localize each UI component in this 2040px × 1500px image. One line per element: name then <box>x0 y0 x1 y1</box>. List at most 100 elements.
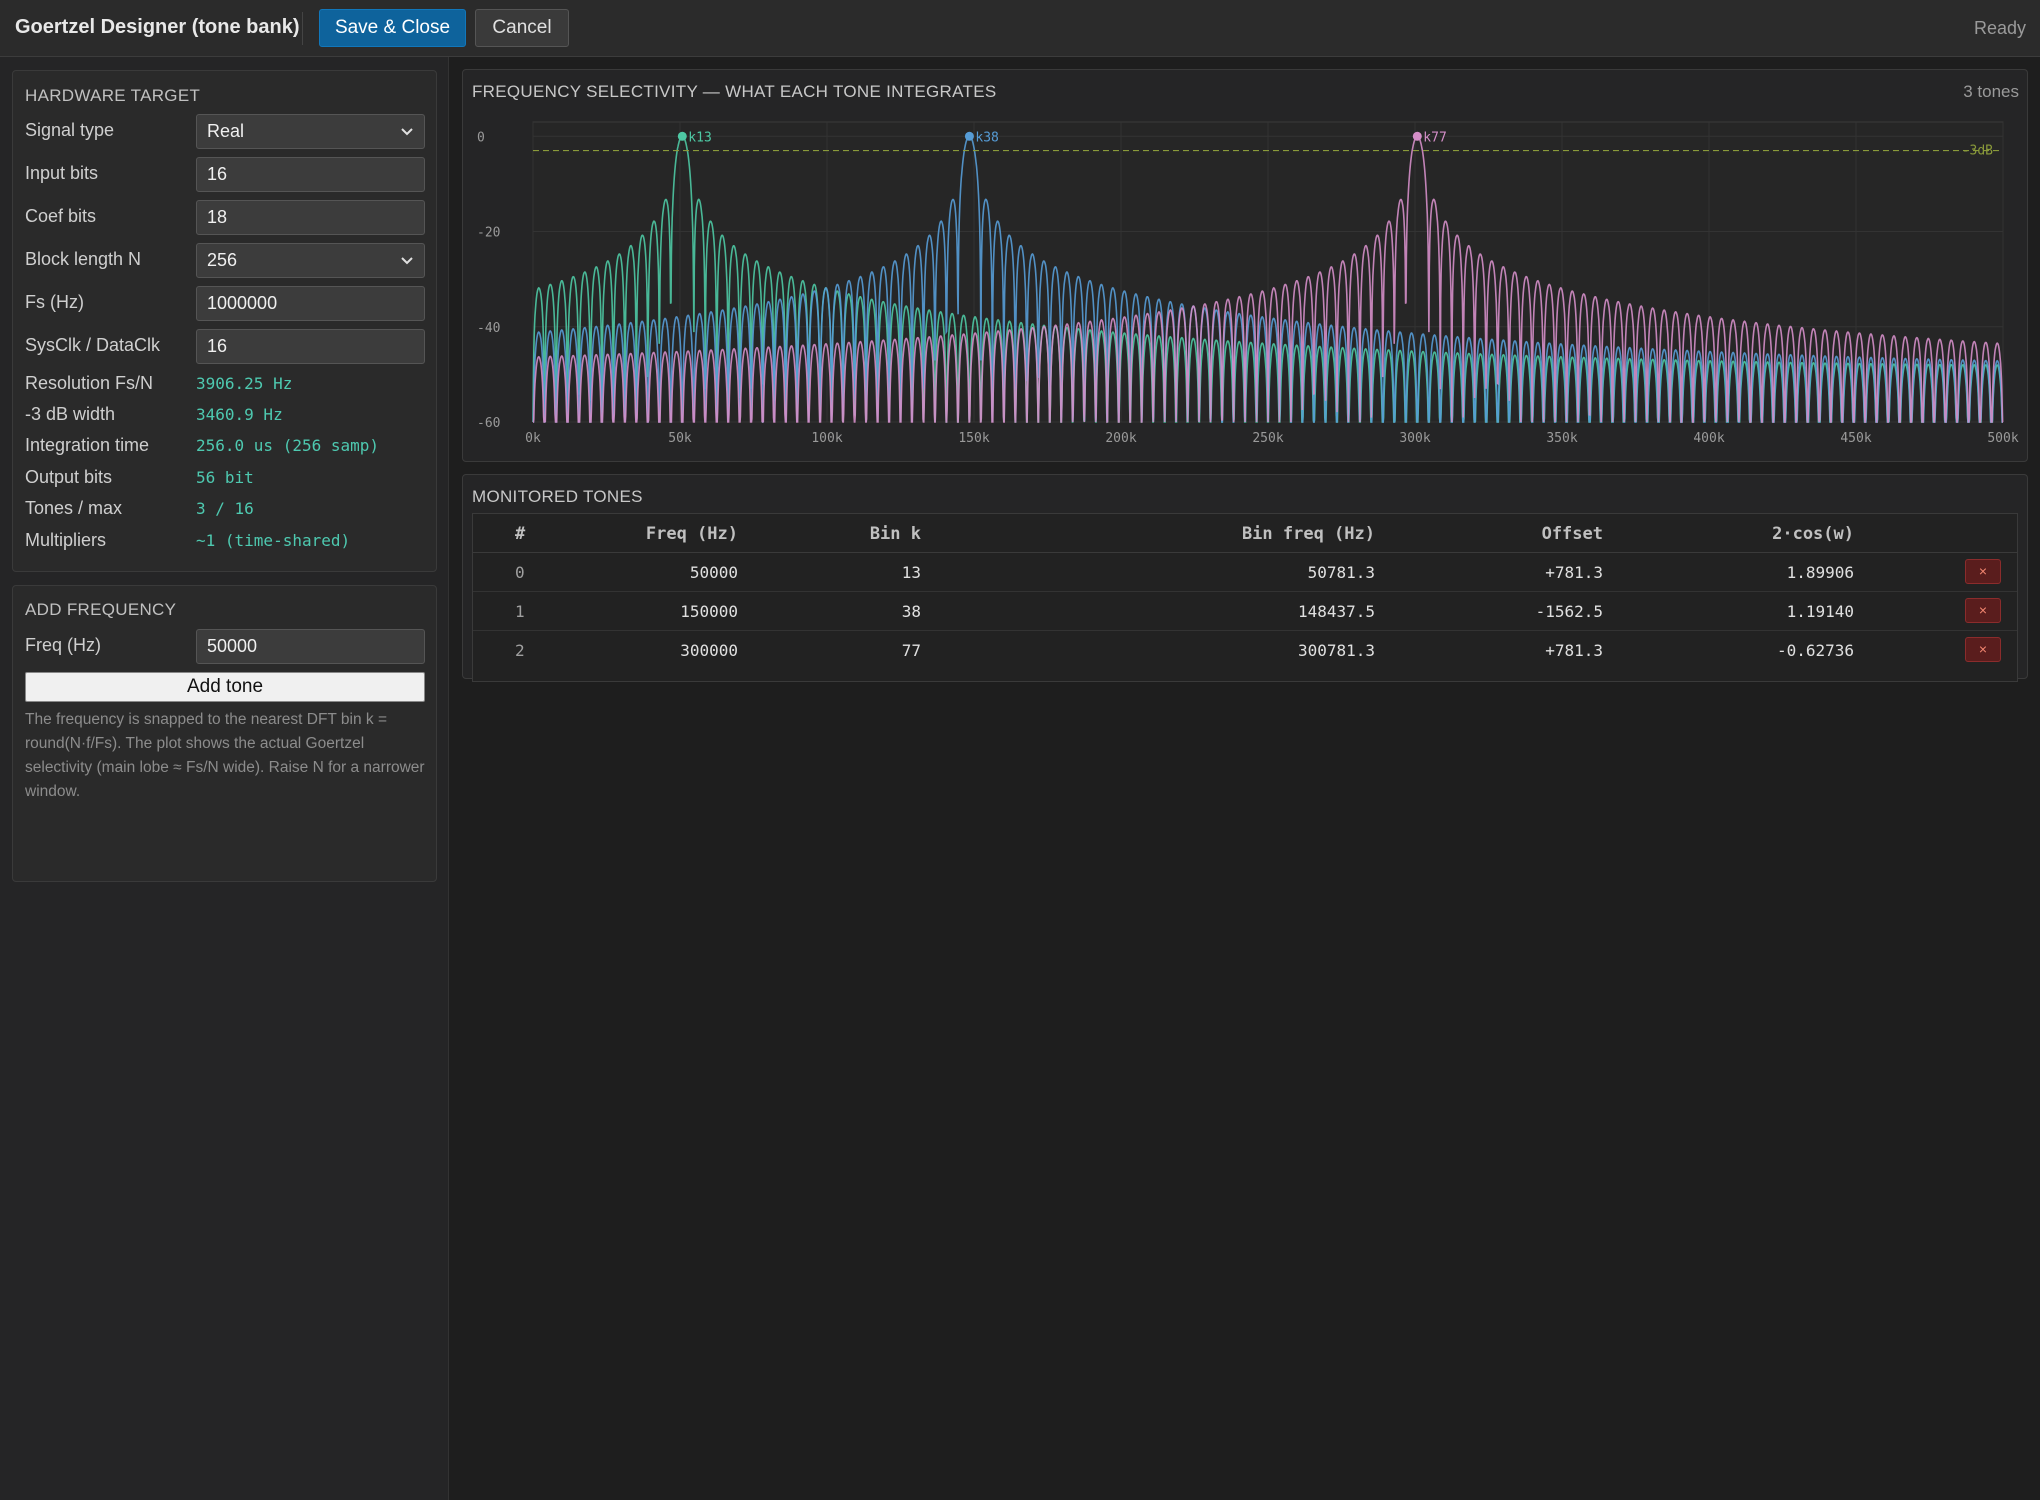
row-bin-freq: 148437.5 <box>1297 602 1375 621</box>
width-3db-value: 3460.9 Hz <box>196 405 283 424</box>
x-tick-label: 400k <box>1693 431 1724 446</box>
fs-field[interactable] <box>196 286 425 321</box>
row-freq: 150000 <box>680 602 738 621</box>
y-tick-label: -60 <box>477 416 500 431</box>
row-freq: 50000 <box>689 563 738 582</box>
selectivity-chart: 0 -20 -40 -60 0k 50k 100k 150k 200k 250k 300k 350k 4… <box>477 121 2019 446</box>
col-bin-freq: Bin freq (Hz) <box>1241 524 1375 544</box>
monitored-tones-panel: MONITORED TONES # Freq (Hz) Bin k Bin fr… <box>462 474 2028 682</box>
row-bin: 77 <box>901 641 921 660</box>
row-bin: 13 <box>901 563 921 582</box>
integration-time-value: 256.0 us (256 samp) <box>196 436 380 455</box>
row-bin-freq: 300781.3 <box>1297 641 1375 660</box>
row-coef: 1.89906 <box>1786 563 1854 582</box>
sysclk-field[interactable] <box>196 329 425 364</box>
chart-overlay: -3dB k13 k38 k77 <box>533 130 2003 159</box>
cancel-button[interactable]: Cancel <box>475 9 569 47</box>
row-bin: 38 <box>901 602 921 621</box>
add-frequency-title: ADD FREQUENCY <box>25 600 177 619</box>
coef-bits-label: Coef bits <box>25 206 97 226</box>
tone-count: 3 tones <box>1963 82 2019 101</box>
output-bits-value: 56 bit <box>196 468 254 487</box>
save-close-button[interactable]: Save & Close <box>319 9 466 47</box>
chart-grid: 0 -20 -40 -60 0k 50k 100k 150k 200k 250k 300k 350k 4… <box>477 121 2019 446</box>
x-tick-label: 200k <box>1105 431 1136 446</box>
row-index: 1 <box>515 602 525 621</box>
hardware-target-title: HARDWARE TARGET <box>25 86 201 105</box>
freq-label: Freq (Hz) <box>25 635 101 655</box>
multipliers-label: Multipliers <box>25 530 107 550</box>
chart-series <box>532 135 2004 424</box>
x-tick-label: 300k <box>1399 431 1430 446</box>
delete-tone-button[interactable]: × <box>1965 559 2001 584</box>
status-text: Ready <box>1973 18 2026 38</box>
row-offset: +781.3 <box>1545 641 1603 660</box>
x-tick-label: 100k <box>811 431 842 446</box>
chart-title: FREQUENCY SELECTIVITY — WHAT EACH TONE I… <box>472 82 997 101</box>
peak-label-k77: k77 <box>1423 130 1446 145</box>
peak-marker-k38 <box>964 131 974 141</box>
monitored-tones-title: MONITORED TONES <box>472 487 643 506</box>
signal-type-select[interactable]: Real <box>196 114 425 149</box>
sysclk-label: SysClk / DataClk <box>25 335 161 355</box>
x-tick-label: 50k <box>668 431 692 446</box>
resolution-value: 3906.25 Hz <box>196 374 293 393</box>
add-tone-button[interactable]: Add tone <box>25 672 425 702</box>
peak-marker-k13 <box>677 131 687 141</box>
row-freq: 300000 <box>680 641 738 660</box>
col-bin: Bin k <box>869 524 921 544</box>
freq-input[interactable] <box>196 629 425 664</box>
frequency-selectivity-panel: FREQUENCY SELECTIVITY — WHAT EACH TONE I… <box>462 69 2028 462</box>
row-offset: -1562.5 <box>1535 602 1603 621</box>
x-tick-label: 150k <box>958 431 989 446</box>
tones-max-label: Tones / max <box>25 498 123 518</box>
col-freq: Freq (Hz) <box>645 524 738 544</box>
multipliers-value: ~1 (time-shared) <box>196 531 351 550</box>
peak-label-k38: k38 <box>975 130 998 145</box>
series-line-k77 <box>532 135 2004 424</box>
x-tick-label: 350k <box>1546 431 1577 446</box>
reference-line-label: -3dB <box>1962 144 1993 159</box>
table-row: 0 50000 13 50781.3 +781.3 1.89906 × <box>473 553 2017 592</box>
row-offset: +781.3 <box>1545 563 1603 582</box>
row-index: 2 <box>515 641 525 660</box>
y-tick-label: -40 <box>477 321 500 336</box>
block-length-label: Block length N <box>25 249 142 269</box>
fs-label: Fs (Hz) <box>25 292 84 312</box>
row-bin-freq: 50781.3 <box>1307 563 1375 582</box>
x-tick-label: 450k <box>1840 431 1871 446</box>
y-tick-label: -20 <box>477 226 500 241</box>
input-bits-label: Input bits <box>25 163 99 183</box>
app-title: Goertzel Designer (tone bank) <box>15 16 300 38</box>
signal-type-select-wrap: Real <box>196 114 425 149</box>
signal-type-label: Signal type <box>25 120 115 140</box>
snap-hint-text: The frequency is snapped to the nearest … <box>25 711 425 800</box>
y-tick-label: 0 <box>477 130 485 145</box>
block-length-select[interactable]: 256 <box>196 243 425 278</box>
col-offset: Offset <box>1541 524 1603 544</box>
col-coef: 2·cos(w) <box>1772 524 1854 544</box>
x-tick-label: 500k <box>1987 431 2018 446</box>
block-length-select-wrap: 256 <box>196 243 425 278</box>
delete-tone-button[interactable]: × <box>1965 637 2001 662</box>
x-tick-label: 250k <box>1252 431 1283 446</box>
add-frequency-panel: ADD FREQUENCY Freq (Hz) Add tone The fre… <box>12 585 437 882</box>
delete-tone-button[interactable]: × <box>1965 598 2001 623</box>
width-3db-label: -3 dB width <box>25 404 116 424</box>
table-row: 1 150000 38 148437.5 -1562.5 1.19140 × <box>473 592 2017 631</box>
row-coef: 1.19140 <box>1786 602 1854 621</box>
coef-bits-field[interactable] <box>196 200 425 235</box>
peak-label-k13: k13 <box>688 130 711 145</box>
toolbar-divider <box>302 12 303 45</box>
resolution-label: Resolution Fs/N <box>25 373 154 393</box>
hardware-target-panel: HARDWARE TARGET Signal type Real Input b… <box>12 70 437 572</box>
row-coef: -0.62736 <box>1776 641 1854 660</box>
row-index: 0 <box>515 563 525 582</box>
input-bits-field[interactable] <box>196 157 425 192</box>
toolbar: Goertzel Designer (tone bank) Save & Clo… <box>0 0 2040 57</box>
sidebar: HARDWARE TARGET Signal type Real Input b… <box>0 57 449 1500</box>
col-index: # <box>515 524 526 544</box>
tones-max-value: 3 / 16 <box>196 499 254 518</box>
integration-time-label: Integration time <box>25 435 150 455</box>
x-tick-label: 0k <box>525 431 541 446</box>
